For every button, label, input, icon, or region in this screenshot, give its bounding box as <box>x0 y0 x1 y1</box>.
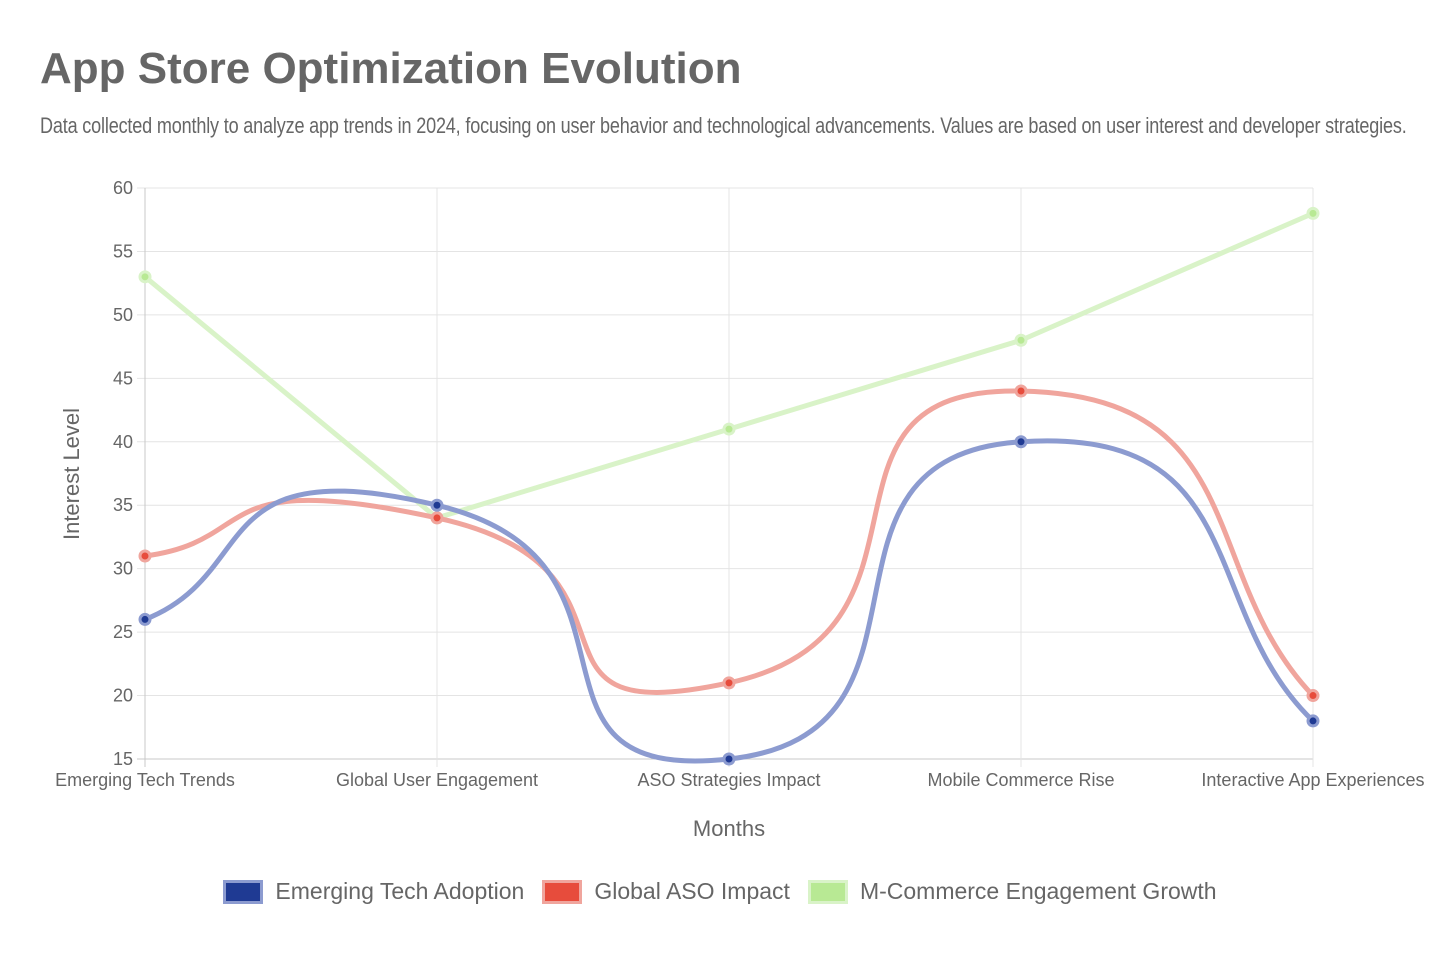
y-tick-label: 15 <box>113 749 133 769</box>
legend-label: M-Commerce Engagement Growth <box>859 878 1217 904</box>
x-tick-label: ASO Strategies Impact <box>637 770 820 790</box>
data-point[interactable] <box>1306 714 1320 728</box>
legend-swatch <box>223 879 264 904</box>
y-axis-ticks: 15 20 25 30 35 40 45 50 55 60 <box>113 178 133 769</box>
chart-title: App Store Optimization Evolution <box>40 44 742 93</box>
chart-subtitle: Data collected monthly to analyze app tr… <box>40 113 1407 138</box>
y-tick-label: 20 <box>113 686 133 706</box>
x-tick-label: Interactive App Experiences <box>1201 770 1424 790</box>
data-point[interactable] <box>722 422 736 436</box>
data-point[interactable] <box>722 676 736 690</box>
x-tick-label: Global User Engagement <box>336 770 538 790</box>
y-tick-label: 25 <box>113 622 133 642</box>
y-axis-title: Interest Level <box>59 408 84 540</box>
y-tick-label: 45 <box>113 368 133 388</box>
legend-item[interactable]: Global ASO Impact <box>542 878 790 905</box>
data-point[interactable] <box>1306 689 1320 703</box>
x-tick-label: Emerging Tech Trends <box>55 770 235 790</box>
data-point[interactable] <box>1014 384 1028 398</box>
legend-item[interactable]: M-Commerce Engagement Growth <box>807 878 1217 905</box>
series-emerging-tech-adoption <box>138 435 1320 766</box>
y-tick-label: 35 <box>113 495 133 515</box>
legend-swatch <box>807 879 848 904</box>
y-tick-label: 60 <box>113 178 133 198</box>
legend-swatch <box>542 879 583 904</box>
x-tick-label: Mobile Commerce Rise <box>927 770 1114 790</box>
y-tick-label: 30 <box>113 559 133 579</box>
x-axis-ticks: Emerging Tech Trends Global User Engageme… <box>55 770 1424 790</box>
data-point[interactable] <box>722 752 736 766</box>
data-point[interactable] <box>138 270 152 284</box>
y-tick-label: 55 <box>113 241 133 261</box>
data-point[interactable] <box>430 498 444 512</box>
series-line <box>142 438 1316 764</box>
series-global-aso-impact <box>138 384 1320 703</box>
series-line <box>142 388 1316 699</box>
y-tick-label: 40 <box>113 432 133 452</box>
x-axis-title: Months <box>693 816 765 841</box>
data-point[interactable] <box>1014 435 1028 449</box>
data-point[interactable] <box>1014 333 1028 347</box>
legend-label: Emerging Tech Adoption <box>275 878 525 904</box>
y-tick-label: 50 <box>113 305 133 325</box>
data-point[interactable] <box>430 511 444 525</box>
legend-item[interactable]: Emerging Tech Adoption <box>223 878 524 905</box>
legend-label: Global ASO Impact <box>594 878 790 904</box>
grid <box>137 187 1314 767</box>
data-point[interactable] <box>1306 206 1320 220</box>
data-point[interactable] <box>138 549 152 563</box>
series-group <box>138 206 1320 766</box>
legend: Emerging Tech Adoption Global ASO Impact M… <box>0 878 1440 905</box>
data-point[interactable] <box>138 612 152 626</box>
